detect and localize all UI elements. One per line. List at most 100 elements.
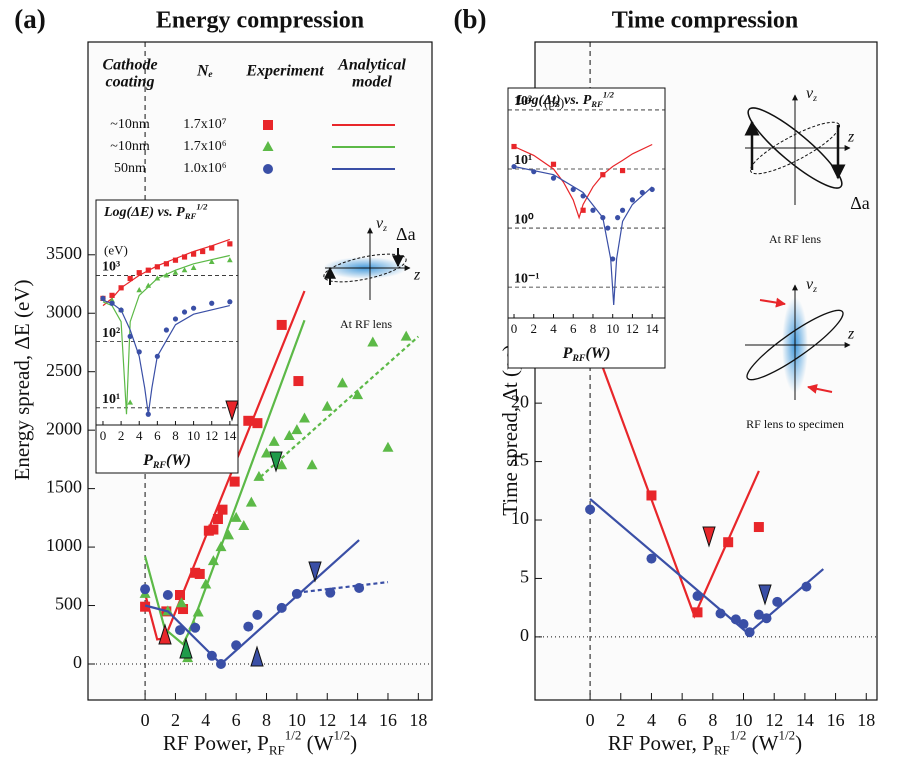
marker-triangle <box>382 441 394 452</box>
marker-triangle <box>253 470 265 481</box>
x-tick-label: 8 <box>708 710 717 730</box>
x-tick-label: 6 <box>570 321 577 336</box>
marker-square <box>619 167 626 174</box>
marker-triangle <box>306 459 318 470</box>
marker-triangle <box>261 447 273 458</box>
label-part: P <box>562 345 573 362</box>
model-line <box>144 539 360 666</box>
legend-header: coating <box>106 74 155 91</box>
chart-title: Time compression <box>612 8 798 34</box>
legend-coating: ~10nm <box>110 139 150 154</box>
marker-triangle <box>223 529 235 540</box>
label-part: v <box>806 85 814 102</box>
legend-header: model <box>352 74 393 91</box>
marker-square <box>190 251 197 257</box>
x-tick-label: 12 <box>205 428 218 443</box>
label-part: RF <box>714 742 730 757</box>
marker-square <box>194 568 205 579</box>
markers-arrowheads <box>158 400 772 667</box>
plots: (a) Energy compression Energy spread, ΔE (… <box>10 4 878 757</box>
label-part: 1/2 <box>730 728 747 743</box>
marker-circle <box>209 300 215 306</box>
x-tick-label: 4 <box>550 321 557 336</box>
marker-square <box>109 292 115 298</box>
x-tick-label: 12 <box>626 321 639 336</box>
marker-square <box>181 254 188 260</box>
marker-circle <box>190 622 201 633</box>
unit-label: (ps) <box>544 95 564 110</box>
marker-circle <box>140 584 151 595</box>
x-tick-label: 6 <box>678 710 687 730</box>
marker-square <box>229 476 240 487</box>
marker-circle <box>550 175 557 181</box>
panel-label: (b) <box>454 4 487 34</box>
legend-marker <box>262 141 274 151</box>
marker-square <box>276 319 287 330</box>
schematic-delta: Δa <box>396 224 416 244</box>
y-tick-label: 10⁻¹ <box>514 271 540 286</box>
marker-triangle <box>276 459 288 470</box>
schematic-caption: At RF lens <box>340 317 392 331</box>
series-group <box>511 143 655 305</box>
x-tick-label: 10 <box>735 710 753 730</box>
legend-header: Nₑ <box>196 63 213 80</box>
marker-circle <box>100 295 106 301</box>
label-part: RF <box>269 742 285 757</box>
marker-triangle <box>181 267 188 273</box>
marker-square <box>200 248 206 255</box>
x-tick-label: 4 <box>201 710 210 730</box>
label: Log(Δt) vs. PRF1/2 <box>515 89 615 109</box>
marker-square <box>178 604 189 615</box>
marker-square <box>293 376 304 387</box>
label-part: (W) <box>166 452 191 469</box>
marker-circle <box>772 596 783 607</box>
marker-circle <box>190 305 197 311</box>
y-tick-label: 2500 <box>46 360 82 380</box>
marker-triangle <box>176 597 188 608</box>
x-tick-label: 16 <box>827 710 845 730</box>
y-axis-label: Energy spread, ΔE (eV) <box>10 280 34 481</box>
y-tick-label: 20 <box>511 391 529 411</box>
x-tick-label: 2 <box>616 710 625 730</box>
marker-square <box>692 607 703 618</box>
label-part: RF Power, P <box>608 731 714 755</box>
legend-header: Experiment <box>245 63 324 80</box>
x-tick-label: 18 <box>409 710 427 730</box>
x-tick-label: 14 <box>349 710 367 730</box>
marker-circle <box>649 186 655 193</box>
label-part: 1/2 <box>196 201 208 211</box>
y-tick-label: 3500 <box>46 243 82 263</box>
marker-triangle <box>336 377 348 388</box>
label-part: 1/2 <box>285 728 302 743</box>
schematic-caption: RF lens to specimen <box>746 417 844 431</box>
label-part: z <box>382 223 387 234</box>
y-tick-label: 500 <box>55 594 82 614</box>
marker-triangle <box>145 282 152 288</box>
plot-frame <box>507 87 666 319</box>
x-tick-label: 0 <box>511 321 518 336</box>
legend-header: Cathode <box>102 57 157 74</box>
marker-circle <box>231 640 242 651</box>
marker-circle <box>174 625 185 636</box>
x-tick-label: 10 <box>606 321 619 336</box>
marker-square <box>753 522 764 533</box>
x-tick-label: 2 <box>531 321 538 336</box>
marker-circle <box>590 207 596 213</box>
marker-circle <box>227 299 233 305</box>
x-tick-label: 16 <box>379 710 397 730</box>
label-part: P <box>142 452 153 469</box>
y-tick-label: 15 <box>511 450 529 470</box>
marker-triangle <box>200 578 212 589</box>
x-tick-label: 18 <box>857 710 875 730</box>
marker-circle <box>619 207 626 213</box>
marker-square <box>550 161 557 167</box>
x-tick-label: 8 <box>172 428 179 443</box>
label-part: Log(Δt) vs. P <box>515 93 592 108</box>
model-line <box>259 335 420 478</box>
label-part: z <box>812 93 817 104</box>
y-tick-label: 5 <box>520 567 529 587</box>
marker-square <box>217 504 228 515</box>
marker-triangle <box>136 287 143 293</box>
legend-coating: ~10nm <box>110 117 150 132</box>
